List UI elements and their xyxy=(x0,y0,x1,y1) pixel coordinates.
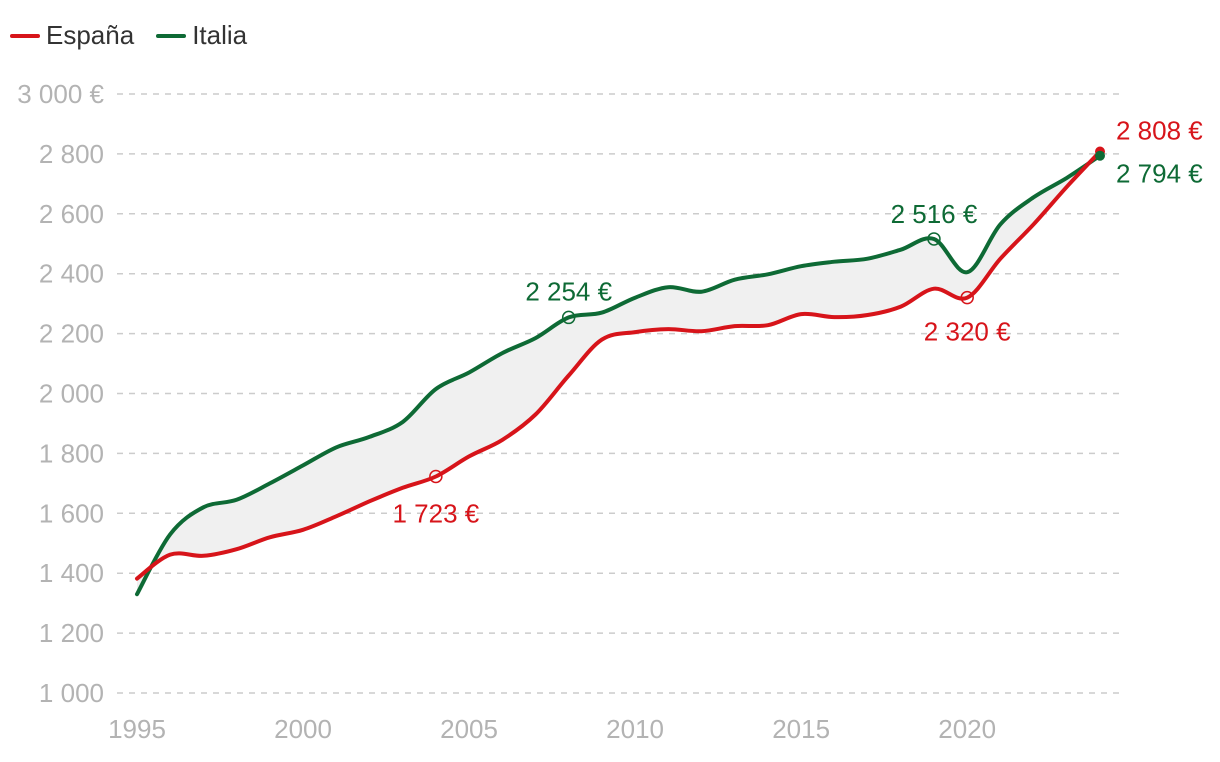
x-tick-label: 2005 xyxy=(440,714,498,744)
y-tick-label: 1 600 xyxy=(39,498,104,528)
difference-band-area xyxy=(137,151,1100,595)
annotation-label: 2 794 € xyxy=(1116,159,1203,189)
legend-label-espana: España xyxy=(46,20,135,50)
annotation-label: 2 254 € xyxy=(525,276,612,306)
annotation-marker xyxy=(429,469,443,484)
y-tick-label: 3 000 € xyxy=(17,79,104,109)
y-tick-label: 2 600 xyxy=(39,199,104,229)
y-axis-ticks: 1 000 1 200 1 400 1 600 1 800 2 000 2 200 2 400… xyxy=(17,79,104,708)
series-line-italia xyxy=(135,153,1102,597)
y-tick-label: 1 800 xyxy=(39,438,104,468)
x-tick-label: 2010 xyxy=(606,714,664,744)
annotation-end-dot xyxy=(1095,150,1105,161)
legend-item-italia: Italia xyxy=(156,20,247,51)
legend-item-espana: España xyxy=(10,20,134,51)
legend: España Italia xyxy=(10,20,247,51)
series-lines xyxy=(135,149,1102,597)
y-tick-label: 2 800 xyxy=(39,139,104,169)
y-tick-label: 2 400 xyxy=(39,259,104,289)
annotation-label: 2 808 € xyxy=(1116,116,1203,146)
series-line-espana xyxy=(135,149,1102,581)
x-tick-label: 2015 xyxy=(772,714,830,744)
y-tick-label: 2 000 xyxy=(39,379,104,409)
x-tick-label: 2020 xyxy=(938,714,996,744)
annotation-marker xyxy=(561,310,576,325)
legend-swatch-espana xyxy=(10,33,40,38)
y-tick-label: 2 200 xyxy=(39,319,104,349)
annotation-label: 2 516 € xyxy=(891,199,978,229)
annotations: 1 723 € 2 254 € 2 516 € 2 320 € 2 808 € 2 794… xyxy=(392,116,1203,529)
legend-swatch-italia xyxy=(156,33,187,38)
x-tick-label: 2000 xyxy=(274,714,332,744)
x-axis-ticks: 1995 2000 2005 2010 2015 2020 xyxy=(108,714,996,744)
y-tick-label: 1 200 xyxy=(39,618,104,648)
y-tick-label: 1 000 xyxy=(39,678,104,708)
annotation-marker xyxy=(960,290,974,305)
legend-label-italia: Italia xyxy=(192,20,248,50)
x-tick-label: 1995 xyxy=(108,714,166,744)
difference-band xyxy=(137,151,1100,595)
annotation-marker xyxy=(927,232,941,246)
grid-lines xyxy=(117,93,1120,694)
y-tick-label: 1 400 xyxy=(39,558,104,588)
annotation-label: 1 723 € xyxy=(392,498,479,528)
annotation-label: 2 320 € xyxy=(924,317,1011,347)
